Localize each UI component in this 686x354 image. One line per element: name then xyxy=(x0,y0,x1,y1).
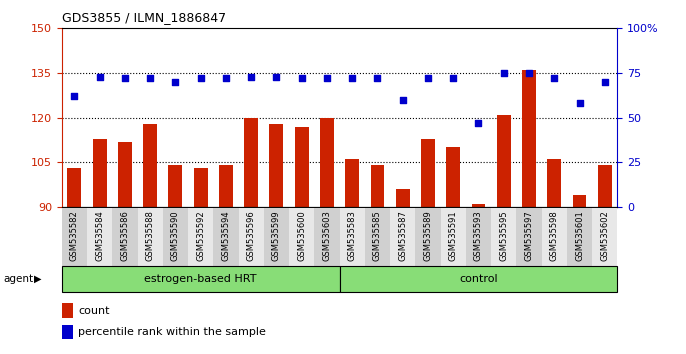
Bar xyxy=(396,189,410,207)
Text: GSM535600: GSM535600 xyxy=(297,210,306,261)
Point xyxy=(498,70,509,76)
Bar xyxy=(239,207,264,266)
Text: GSM535598: GSM535598 xyxy=(549,210,559,261)
Text: control: control xyxy=(459,274,498,284)
Point xyxy=(322,75,333,81)
Point xyxy=(549,75,560,81)
Text: GSM535595: GSM535595 xyxy=(499,210,508,261)
Bar xyxy=(345,159,359,207)
Point xyxy=(523,70,534,76)
Bar xyxy=(491,207,517,266)
Bar xyxy=(421,138,435,207)
Bar xyxy=(547,159,561,207)
Bar xyxy=(340,266,617,292)
Point xyxy=(69,93,80,99)
Text: GSM535591: GSM535591 xyxy=(449,210,458,261)
Text: estrogen-based HRT: estrogen-based HRT xyxy=(145,274,257,284)
Bar xyxy=(567,207,592,266)
Point xyxy=(372,75,383,81)
Text: GSM535584: GSM535584 xyxy=(95,210,104,261)
Point xyxy=(170,79,181,85)
Text: GSM535596: GSM535596 xyxy=(247,210,256,261)
Text: GSM535597: GSM535597 xyxy=(525,210,534,261)
Bar xyxy=(67,169,82,207)
Bar xyxy=(365,207,390,266)
Bar xyxy=(193,169,208,207)
Text: GSM535586: GSM535586 xyxy=(120,210,130,261)
Point xyxy=(296,75,307,81)
Bar xyxy=(320,118,334,207)
Point xyxy=(145,75,156,81)
Text: GSM535582: GSM535582 xyxy=(70,210,79,261)
Text: percentile rank within the sample: percentile rank within the sample xyxy=(78,327,266,337)
Text: GSM535599: GSM535599 xyxy=(272,210,281,261)
Bar xyxy=(219,165,233,207)
Point xyxy=(473,120,484,126)
Text: GSM535603: GSM535603 xyxy=(322,210,331,261)
Bar xyxy=(497,115,510,207)
Point xyxy=(94,74,105,79)
Point xyxy=(574,101,585,106)
Bar xyxy=(542,207,567,266)
Point xyxy=(271,74,282,79)
Text: GSM535593: GSM535593 xyxy=(474,210,483,261)
Text: GSM535589: GSM535589 xyxy=(423,210,432,261)
Bar xyxy=(289,207,314,266)
Bar xyxy=(62,303,73,318)
Text: GSM535583: GSM535583 xyxy=(348,210,357,261)
Bar xyxy=(440,207,466,266)
Bar xyxy=(340,207,365,266)
Bar xyxy=(93,138,106,207)
Bar xyxy=(62,266,340,292)
Bar xyxy=(522,70,536,207)
Bar xyxy=(87,207,113,266)
Bar xyxy=(62,207,87,266)
Text: GSM535590: GSM535590 xyxy=(171,210,180,261)
Point xyxy=(423,75,434,81)
Text: GSM535588: GSM535588 xyxy=(145,210,154,261)
Bar xyxy=(390,207,415,266)
Bar xyxy=(270,124,283,207)
Bar xyxy=(62,325,73,339)
Bar xyxy=(143,124,157,207)
Text: GSM535585: GSM535585 xyxy=(373,210,382,261)
Bar xyxy=(517,207,542,266)
Bar xyxy=(188,207,213,266)
Point xyxy=(246,74,257,79)
Text: GSM535601: GSM535601 xyxy=(575,210,584,261)
Point xyxy=(195,75,206,81)
Text: agent: agent xyxy=(3,274,34,284)
Point xyxy=(448,75,459,81)
Bar xyxy=(447,148,460,207)
Bar xyxy=(213,207,239,266)
Bar xyxy=(295,127,309,207)
Point xyxy=(119,75,130,81)
Bar xyxy=(471,204,486,207)
Text: GSM535602: GSM535602 xyxy=(600,210,609,261)
Point xyxy=(397,97,408,103)
Bar xyxy=(169,165,182,207)
Text: GSM535594: GSM535594 xyxy=(222,210,230,261)
Text: GSM535587: GSM535587 xyxy=(398,210,407,261)
Bar xyxy=(466,207,491,266)
Point xyxy=(220,75,231,81)
Bar xyxy=(244,118,258,207)
Bar xyxy=(113,207,137,266)
Bar xyxy=(573,195,587,207)
Point xyxy=(346,75,357,81)
Bar xyxy=(370,165,384,207)
Point xyxy=(600,79,611,85)
Bar xyxy=(598,165,612,207)
Bar xyxy=(264,207,289,266)
Bar xyxy=(314,207,340,266)
Bar xyxy=(415,207,440,266)
Text: count: count xyxy=(78,306,110,316)
Text: GDS3855 / ILMN_1886847: GDS3855 / ILMN_1886847 xyxy=(62,11,226,24)
Bar xyxy=(118,142,132,207)
Bar xyxy=(163,207,188,266)
Text: GSM535592: GSM535592 xyxy=(196,210,205,261)
Bar xyxy=(592,207,617,266)
Text: ▶: ▶ xyxy=(34,274,42,284)
Bar xyxy=(137,207,163,266)
